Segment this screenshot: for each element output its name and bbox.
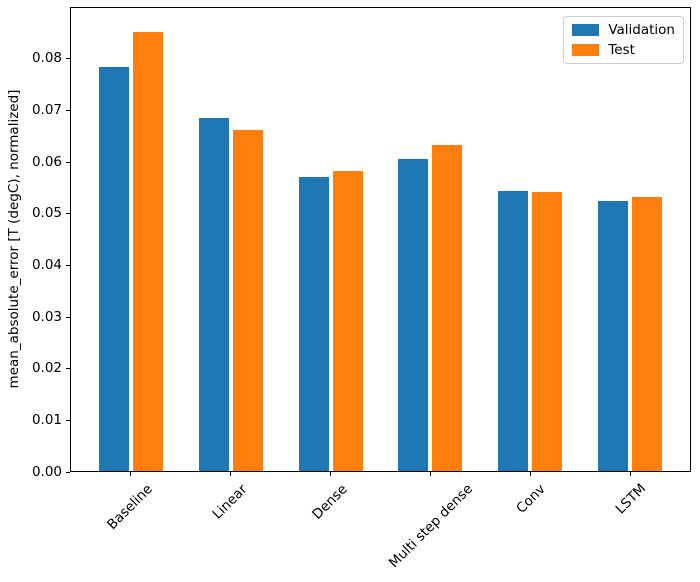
y-tick-mark xyxy=(66,109,70,111)
legend-label-validation: Validation xyxy=(608,22,675,38)
legend-item-validation: Validation xyxy=(572,22,675,38)
y-tick-mark xyxy=(66,58,70,60)
x-tick-mark xyxy=(430,472,432,476)
bar-validation-conv xyxy=(498,190,529,471)
y-tick-mark xyxy=(66,264,70,266)
x-tick-label-linear: Linear xyxy=(209,481,251,522)
y-tick-label: 0.06 xyxy=(31,153,62,170)
y-tick-mark xyxy=(66,368,70,370)
bar-validation-baseline xyxy=(98,67,129,471)
y-tick-mark xyxy=(66,419,70,421)
bar-test-conv xyxy=(532,191,563,471)
y-tick-mark xyxy=(66,161,70,163)
legend: Validation Test xyxy=(563,16,684,64)
bar-validation-dense xyxy=(298,176,329,471)
bar-validation-lstm xyxy=(598,200,629,471)
x-tick-mark xyxy=(530,472,532,476)
x-tick-mark xyxy=(630,472,632,476)
y-tick-label: 0.04 xyxy=(31,256,62,273)
x-tick-label-multi-step-dense: Multi step dense xyxy=(385,481,476,572)
bar-test-multi-step-dense xyxy=(432,144,463,471)
y-tick-mark xyxy=(66,213,70,215)
x-tick-label-dense: Dense xyxy=(309,481,352,523)
bar-test-baseline xyxy=(132,32,163,471)
x-tick-mark xyxy=(129,472,131,476)
bar-validation-linear xyxy=(198,117,229,471)
legend-swatch-validation xyxy=(572,24,600,36)
y-tick-label: 0.03 xyxy=(31,308,62,325)
x-tick-label-baseline: Baseline xyxy=(104,480,156,533)
y-tick-label: 0.05 xyxy=(31,205,62,222)
y-tick-label: 0.00 xyxy=(31,463,62,480)
y-tick-label: 0.07 xyxy=(31,101,62,118)
bar-test-lstm xyxy=(632,196,663,471)
bar-test-dense xyxy=(332,171,363,471)
legend-swatch-test xyxy=(572,44,600,56)
legend-item-test: Test xyxy=(572,42,675,58)
x-tick-mark xyxy=(329,472,331,476)
x-tick-label-lstm: LSTM xyxy=(612,480,650,518)
legend-label-test: Test xyxy=(608,42,635,58)
bar-test-linear xyxy=(232,129,263,471)
x-tick-label-conv: Conv xyxy=(512,480,549,517)
y-tick-mark xyxy=(66,316,70,318)
x-tick-mark xyxy=(229,472,231,476)
plot-area xyxy=(70,7,691,472)
y-tick-mark xyxy=(66,471,70,473)
y-tick-label: 0.02 xyxy=(31,360,62,377)
y-tick-label: 0.08 xyxy=(31,50,62,67)
y-tick-label: 0.01 xyxy=(31,411,62,428)
y-axis-label: mean_absolute_error [T (degC), normalize… xyxy=(6,89,22,389)
bar-validation-multi-step-dense xyxy=(398,159,429,471)
